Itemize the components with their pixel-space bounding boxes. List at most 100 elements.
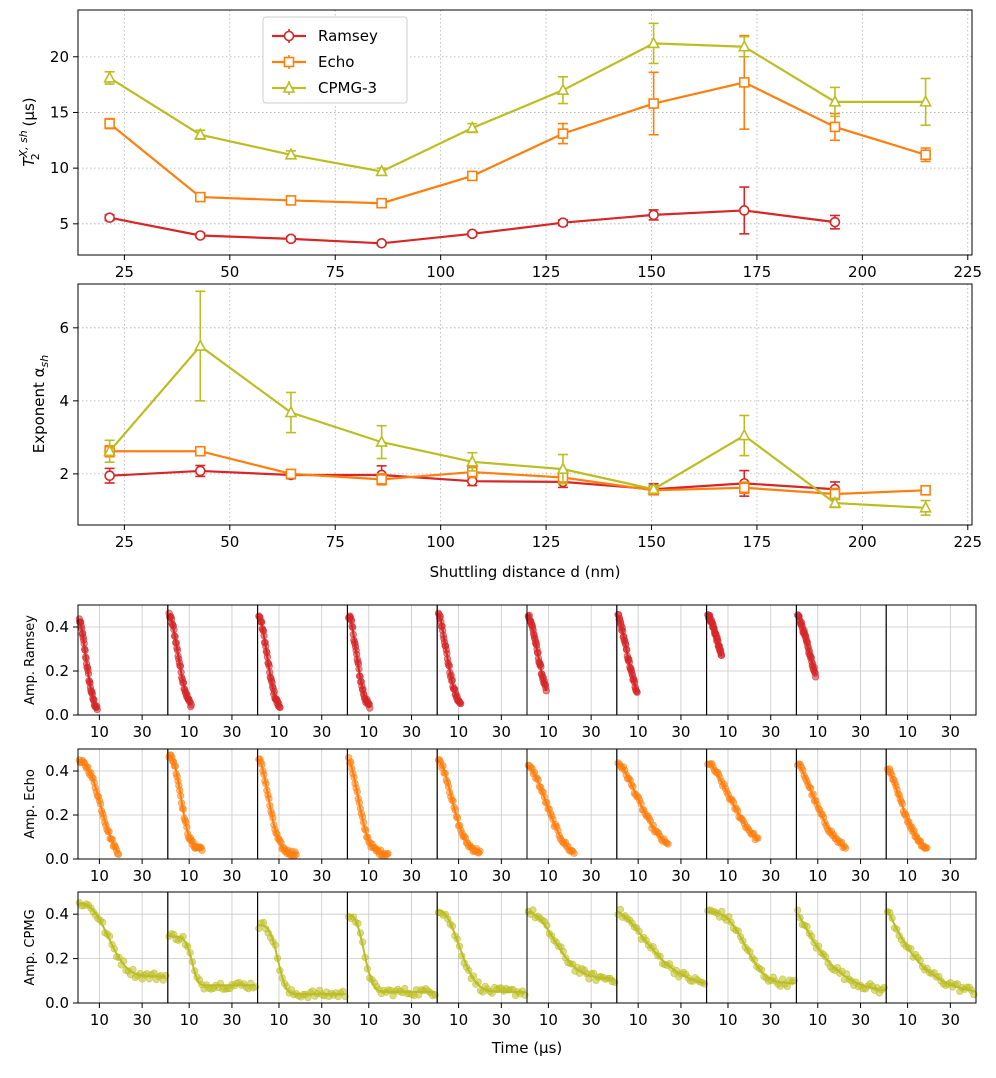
x-tick-label: 30 (941, 1011, 960, 1029)
x-tick-label: 10 (90, 867, 109, 885)
x-tick-label: 10 (539, 1011, 558, 1029)
panel-ramsey-7: 10 30 (614, 604, 708, 741)
fit-curve (347, 614, 371, 708)
x-tick-label: 10 (718, 867, 737, 885)
x-tick-label: 10 (90, 1011, 109, 1029)
panel-echo-3: 10 30 (255, 748, 348, 885)
data-point (104, 470, 115, 482)
y-tick-label: 6 (59, 319, 69, 337)
y-tick-label: 10 (50, 159, 69, 177)
ylabel-sup: X, sh (17, 130, 30, 158)
legend-box (262, 16, 408, 104)
y-tick-label: 0.4 (45, 618, 69, 636)
x-tick-label: 10 (718, 723, 737, 741)
y-tick-label: 0.2 (45, 662, 69, 680)
data-point (285, 195, 297, 206)
panel-frame (706, 748, 797, 860)
data-point (919, 94, 932, 107)
fit-curve (79, 761, 120, 854)
t2-vs-distance-chart: 25 50 75 100 125 150 175 200 225 5 10 15 20 TX, sh2 (… (17, 9, 982, 281)
data-point (648, 209, 659, 221)
series-line (108, 344, 926, 509)
data-point (829, 121, 841, 133)
panel-echo-4: 10 30 (345, 748, 438, 885)
x-tick-label: 30 (582, 867, 601, 885)
x-tick-label: 30 (582, 1011, 601, 1029)
data-point (465, 454, 479, 467)
fit-curve (79, 902, 166, 978)
data-point (737, 39, 751, 52)
x-tick-label: 10 (359, 1011, 378, 1029)
data-point (738, 205, 750, 216)
fit-curve (258, 758, 297, 855)
data-point (828, 94, 842, 107)
panel-echo-9: 10 30 (794, 748, 887, 885)
x-tick-label: 50 (220, 533, 239, 551)
x-tick-label: 10 (180, 1011, 199, 1029)
data-point (193, 127, 207, 140)
legend-item-ramsey: Ramsey (272, 27, 378, 45)
y-tick-label: 0.4 (45, 762, 69, 780)
data-point (375, 434, 388, 447)
panel-ramsey-1: 10 30 (75, 604, 169, 741)
series-cpmg-3 (103, 290, 932, 516)
ylabel-main: T (20, 156, 38, 167)
x-tick-label: 75 (326, 263, 345, 281)
panel-cpmg-4: 10 30 (345, 891, 439, 1029)
x-tick-label: 150 (637, 263, 666, 281)
data-point (794, 906, 802, 914)
legend-item-echo: Echo (272, 53, 354, 71)
y-tick-label: 0.4 (45, 905, 69, 923)
data-point (194, 230, 206, 241)
data-point (193, 338, 207, 351)
x-tick-label: 30 (312, 867, 331, 885)
x-tick-label: 10 (629, 867, 648, 885)
panel-frame (885, 604, 977, 716)
fit-curve (169, 935, 256, 987)
x-tick-label: 10 (539, 867, 558, 885)
panel-frame (257, 604, 348, 716)
x-tick-label: 30 (402, 867, 421, 885)
row-y-label: Amp. Echo (23, 769, 38, 839)
plot-frame (77, 283, 973, 526)
data-point (556, 461, 570, 474)
fit-curve (347, 759, 389, 855)
x-tick-label: 10 (808, 1011, 827, 1029)
data-point (647, 36, 660, 49)
x-tick-label: 30 (492, 867, 511, 885)
fit-curve (437, 612, 462, 706)
x-tick-label: 30 (133, 1011, 152, 1029)
x-tick-label: 30 (492, 723, 511, 741)
data-point (194, 445, 206, 457)
panel-frame (526, 891, 618, 1004)
x-tick-label: 30 (312, 1011, 331, 1029)
x-tick-label: 10 (180, 867, 199, 885)
x-tick-label: 30 (761, 867, 780, 885)
y-tick-label: 0.0 (45, 706, 69, 724)
data-point (194, 191, 206, 203)
series-ramsey (104, 186, 841, 249)
data-point (616, 905, 625, 914)
y-tick-label: 5 (59, 215, 69, 233)
x-axis-label: Shuttling distance d (nm) (430, 563, 621, 581)
fit-curve (617, 761, 669, 847)
x-tick-label: 30 (133, 867, 152, 885)
x-tick-label: 10 (449, 867, 468, 885)
x-tick-label: 10 (898, 867, 917, 885)
fit-curve (527, 765, 575, 854)
legend-marker (282, 80, 296, 93)
y-tick-label: 0.0 (45, 994, 69, 1012)
panel-echo-8: 10 30 (704, 748, 797, 885)
series-line (109, 450, 926, 496)
panel-echo-6: 10 30 (524, 748, 618, 885)
y-tick-label: 4 (59, 392, 69, 410)
data-point (828, 495, 842, 508)
x-tick-label: 30 (671, 723, 690, 741)
x-tick-label: 30 (761, 723, 780, 741)
x-tick-label: 30 (133, 723, 152, 741)
data-point (376, 238, 387, 249)
legend-label: Echo (318, 53, 354, 71)
x-tick-label: 10 (629, 723, 648, 741)
